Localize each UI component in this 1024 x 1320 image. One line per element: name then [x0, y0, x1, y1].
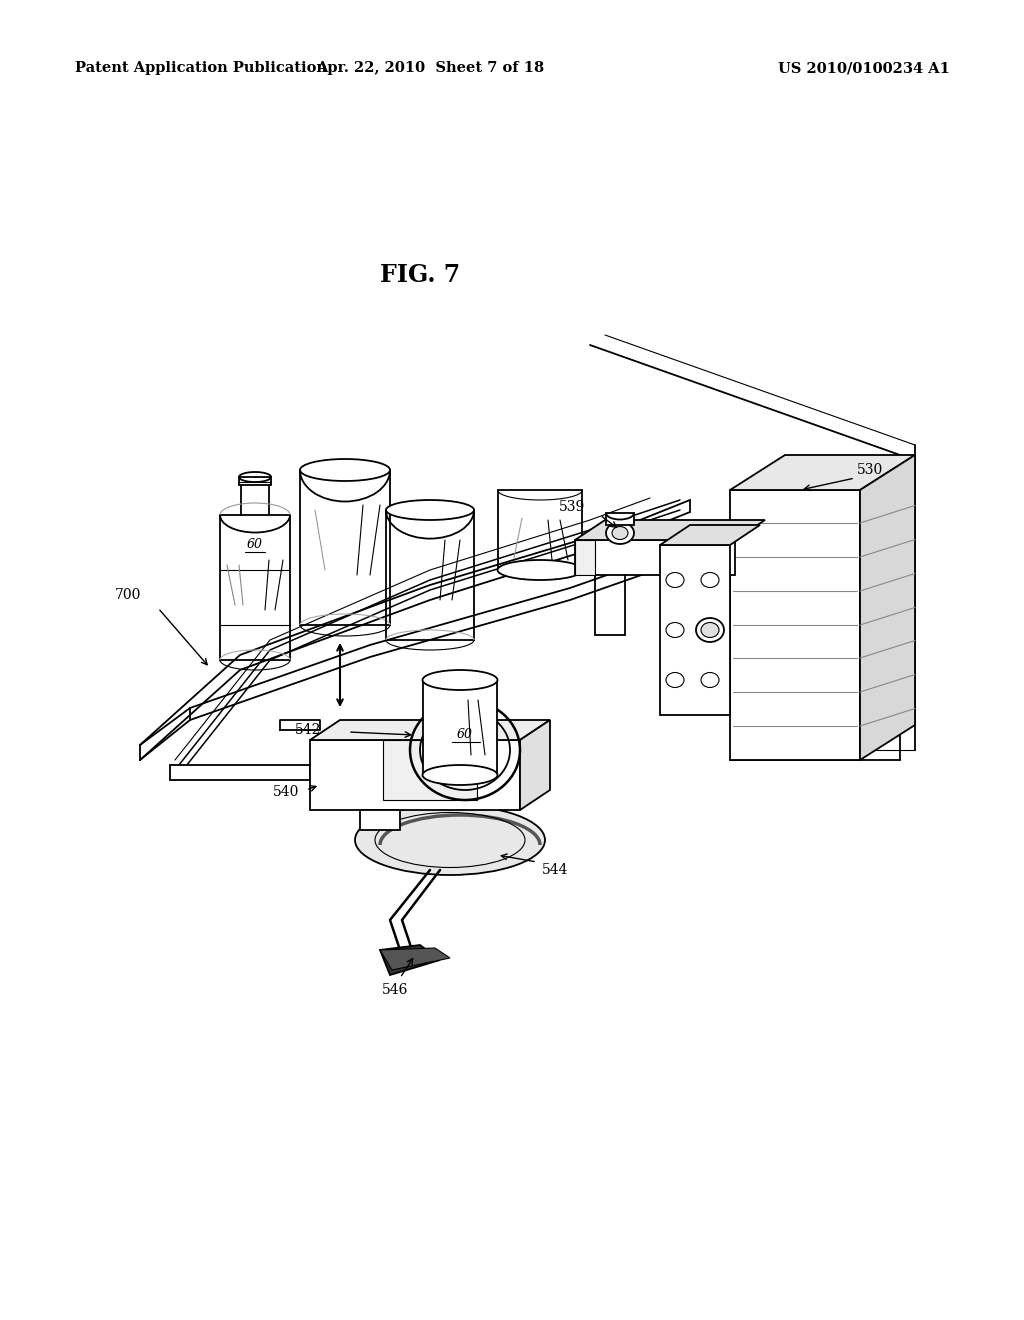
Polygon shape: [380, 945, 440, 975]
Polygon shape: [380, 948, 450, 970]
Polygon shape: [310, 741, 520, 810]
Polygon shape: [520, 719, 550, 810]
Text: 546: 546: [382, 983, 409, 997]
Text: Patent Application Publication: Patent Application Publication: [75, 61, 327, 75]
Text: 544: 544: [542, 863, 568, 876]
Polygon shape: [575, 540, 595, 576]
Polygon shape: [660, 525, 760, 545]
Polygon shape: [575, 540, 735, 576]
Text: 539: 539: [559, 500, 585, 513]
Polygon shape: [660, 545, 730, 715]
Polygon shape: [310, 719, 550, 741]
Polygon shape: [606, 513, 634, 525]
Ellipse shape: [300, 459, 390, 480]
Text: FIG. 7: FIG. 7: [380, 263, 460, 286]
Polygon shape: [423, 680, 497, 775]
Ellipse shape: [701, 623, 719, 638]
Text: 60: 60: [457, 729, 473, 742]
Text: 530: 530: [857, 463, 883, 477]
Polygon shape: [575, 520, 765, 540]
Polygon shape: [730, 490, 860, 760]
Ellipse shape: [701, 672, 719, 688]
Polygon shape: [239, 477, 271, 484]
Ellipse shape: [498, 560, 583, 579]
Text: 540: 540: [272, 785, 299, 799]
Ellipse shape: [423, 671, 498, 690]
Ellipse shape: [386, 500, 474, 520]
Ellipse shape: [701, 623, 719, 638]
Polygon shape: [730, 455, 915, 490]
Polygon shape: [860, 455, 915, 760]
Ellipse shape: [666, 672, 684, 688]
Polygon shape: [383, 741, 477, 800]
Text: 60: 60: [247, 539, 263, 552]
Text: 700: 700: [115, 587, 141, 602]
Ellipse shape: [696, 618, 724, 642]
Ellipse shape: [355, 805, 545, 875]
Ellipse shape: [666, 573, 684, 587]
Ellipse shape: [606, 521, 634, 544]
Ellipse shape: [701, 573, 719, 587]
Text: 542: 542: [295, 723, 322, 737]
Ellipse shape: [423, 766, 498, 785]
Polygon shape: [170, 766, 310, 780]
Text: Apr. 22, 2010  Sheet 7 of 18: Apr. 22, 2010 Sheet 7 of 18: [316, 61, 544, 75]
Text: US 2010/0100234 A1: US 2010/0100234 A1: [778, 61, 950, 75]
Polygon shape: [360, 810, 400, 830]
Ellipse shape: [612, 527, 628, 540]
Ellipse shape: [666, 623, 684, 638]
